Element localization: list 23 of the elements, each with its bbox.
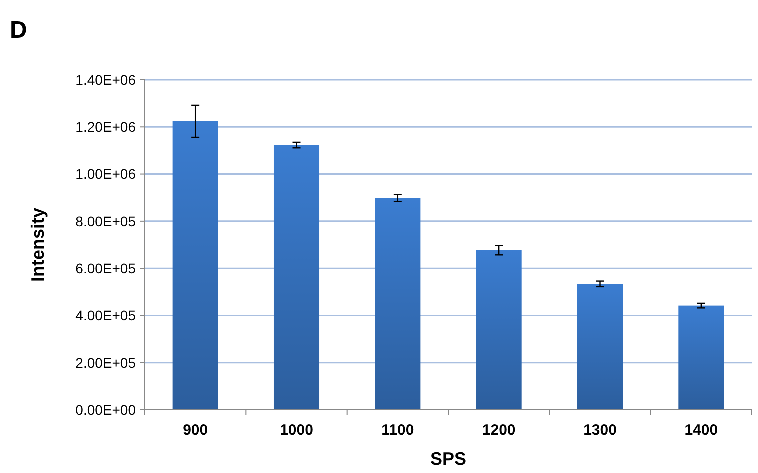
y-tick-label: 1.00E+06 — [76, 166, 136, 182]
x-tick-label: 1400 — [684, 422, 718, 439]
x-axis-title: SPS — [430, 449, 467, 469]
bar — [476, 250, 522, 410]
x-tick-label: 1000 — [280, 422, 314, 439]
bar — [172, 121, 218, 410]
bar — [274, 145, 320, 410]
bar — [678, 306, 724, 410]
y-tick-label: 1.40E+06 — [76, 72, 136, 88]
y-tick-label: 1.20E+06 — [76, 119, 136, 136]
chart-title: D — [10, 17, 28, 44]
y-tick-label: 0.00E+00 — [76, 402, 136, 418]
x-tick-label: 1100 — [382, 422, 414, 439]
y-tick-label: 6.00E+05 — [76, 260, 136, 276]
bar — [375, 198, 421, 410]
y-tick-label: 2.00E+05 — [76, 354, 136, 371]
x-tick-label: 1200 — [482, 422, 516, 439]
bar — [577, 284, 624, 410]
y-tick-label: 8.00E+05 — [76, 213, 136, 230]
y-tick-label: 4.00E+05 — [76, 308, 136, 324]
x-tick-label: 1300 — [584, 422, 617, 439]
y-axis-title: Intensity — [28, 208, 48, 282]
x-tick-label: 900 — [183, 422, 208, 439]
